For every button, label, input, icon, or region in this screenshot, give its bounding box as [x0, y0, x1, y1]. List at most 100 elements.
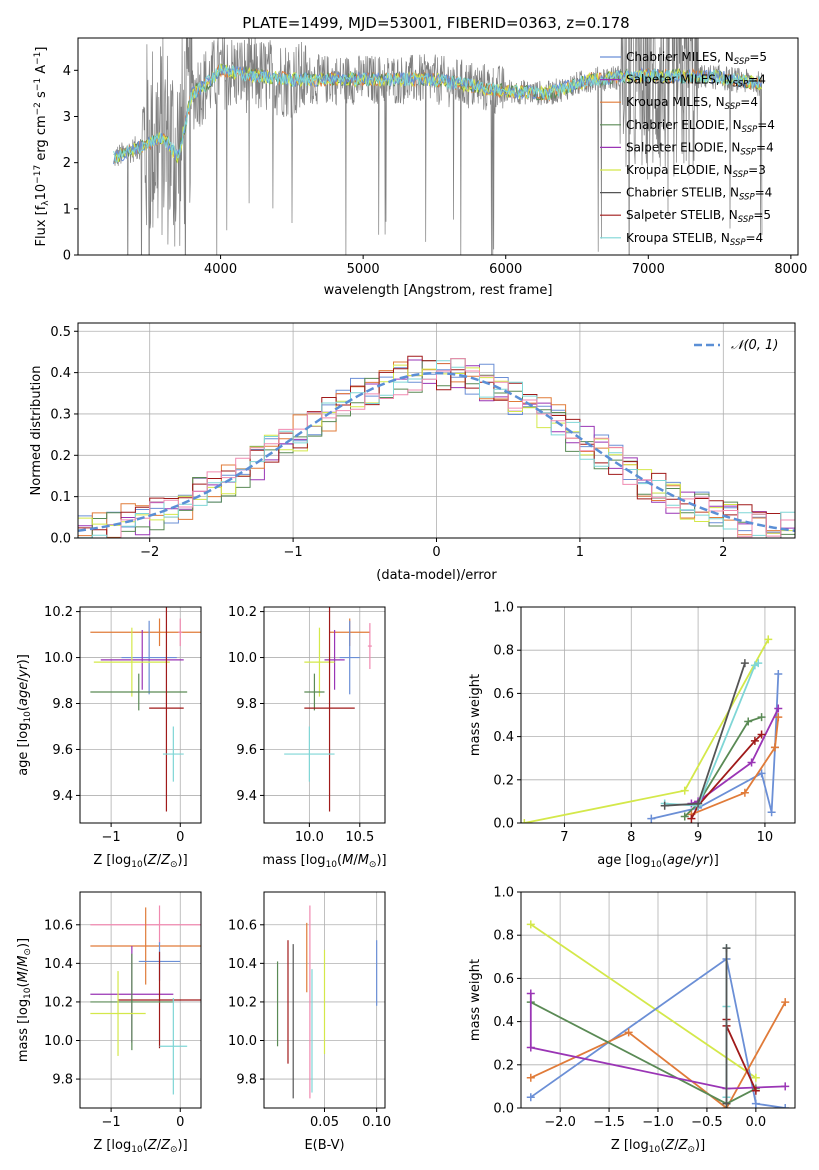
weight-marker [774, 704, 783, 713]
x-axis-label: (data-model)/error [376, 568, 497, 583]
age-vs-mass-panel: 10.0 10.5 9.4 9.6 9.8 10.0 10.2 mass [log10(M/M… [228, 605, 387, 870]
weight-marker [744, 717, 753, 726]
residual-histogram-panel: −2 −1 0 1 2 0.0 0.1 0.2 0.3 0.4 0.5 𝒩(0, 1) (data-mo… [29, 322, 796, 583]
x-tick-label: 1 [576, 545, 584, 560]
weight-marker [747, 758, 756, 767]
weight-series-line [691, 717, 780, 816]
y-tick-label: 0.2 [493, 773, 514, 788]
x-tick-label: 0.10 [362, 1115, 391, 1130]
y-tick-label: 0.0 [493, 1102, 514, 1117]
spectrum-lines [113, 38, 763, 255]
weight-marker [740, 788, 749, 797]
weight-series-line [690, 733, 763, 820]
x-tick-label: −2 [140, 545, 159, 560]
axes-frame [520, 606, 796, 824]
weight-series-line [691, 708, 780, 805]
weight-marker [680, 812, 689, 821]
weight-series-line [684, 716, 762, 818]
axes-frame [263, 891, 386, 1109]
error-bars [276, 905, 378, 1099]
y-tick-label: 9.4 [52, 789, 73, 804]
weight-series-line [664, 662, 746, 807]
y-tick-label: 3 [63, 110, 71, 125]
x-tick-label: −1 [102, 1115, 121, 1130]
x-tick-label: −1.0 [642, 1115, 674, 1130]
y-tick-label: 10.4 [228, 957, 257, 972]
weight-lines [521, 635, 783, 823]
y-axis-label: Flux [fλ10−17 erg cm−2 s−1 A−1] [33, 47, 51, 247]
y-axis-label: mass [log10(M/M⊙)] [16, 938, 33, 1062]
x-tick-label: 0 [176, 1115, 184, 1130]
y-tick-label: 10.2 [228, 605, 257, 620]
x-axis-label: mass [log10(M/M⊙)] [262, 853, 386, 870]
x-tick-label: −0.5 [691, 1115, 723, 1130]
histogram-step [78, 358, 795, 538]
y-tick-label: 10.6 [228, 918, 257, 933]
weight-marker [521, 819, 529, 823]
legend-label: Salpeter STELIB, NSSP=5 [626, 208, 771, 225]
y-tick-label: 1 [63, 202, 71, 217]
x-tick-label: 5000 [347, 262, 380, 277]
axes-frame [77, 37, 799, 256]
y-tick-label: 0 [63, 249, 71, 264]
y-tick-label: 0.4 [50, 366, 71, 381]
y-tick-label: 9.8 [52, 1073, 73, 1088]
weight-marker [781, 1104, 790, 1108]
axes-frame [79, 891, 202, 1109]
weight-marker [751, 1099, 760, 1108]
y-tick-label: 10.2 [44, 995, 73, 1010]
y-tick-label: 0.1 [50, 490, 71, 505]
x-tick-label: −1 [284, 545, 303, 560]
age-vs-metallicity-panel: −1 0 9.4 9.6 9.8 10.0 10.2 Z [log10(Z/Z⊙)] age [… [16, 605, 202, 870]
error-bars [90, 607, 201, 812]
axes-frame [263, 606, 386, 824]
y-tick-label: 10.0 [228, 1034, 257, 1049]
spectrum-panel: 4000 5000 6000 7000 8000 0 1 2 3 4 wavelength [Ang… [33, 37, 807, 298]
figure-title: PLATE=1499, MJD=53001, FIBERID=0363, z=0… [242, 14, 629, 32]
y-tick-label: 0.6 [493, 972, 514, 987]
weight-marker [754, 659, 763, 668]
x-tick-label: 0 [432, 545, 440, 560]
weight-marker [757, 769, 766, 778]
x-tick-label: 0.0 [746, 1115, 767, 1130]
weight-marker [647, 814, 656, 823]
weight-series-line [530, 923, 757, 1079]
weight-marker [757, 713, 766, 722]
weight-marker [722, 944, 731, 953]
y-axis-label: mass weight [468, 674, 483, 756]
weight-series-line [530, 1001, 786, 1108]
y-tick-label: 0.0 [493, 817, 514, 832]
weight-marker [526, 989, 535, 998]
weight-series-line [524, 638, 770, 823]
x-tick-label: 7 [560, 830, 568, 845]
mass-weight-vs-age-panel: 7 8 9 10 0.0 0.2 0.4 0.6 0.8 1.0 age [log10(age/yr… [468, 601, 796, 870]
y-tick-label: 9.6 [52, 743, 73, 758]
y-axis-label: age [log10(age/yr)] [16, 654, 33, 776]
x-axis-label: E(B-V) [304, 1138, 344, 1153]
legend-label: 𝒩(0, 1) [731, 338, 778, 353]
y-tick-label: 9.4 [236, 789, 257, 804]
y-tick-label: 2 [63, 156, 71, 171]
y-tick-label: 1.0 [493, 886, 514, 901]
y-tick-label: 10.2 [44, 605, 73, 620]
x-axis-label: Z [log10(Z/Z⊙)] [93, 1138, 187, 1155]
y-tick-label: 0.6 [493, 687, 514, 702]
x-tick-label: 2 [719, 545, 727, 560]
x-axis-label: age [log10(age/yr)] [597, 853, 719, 870]
weight-marker [526, 1043, 535, 1052]
y-tick-label: 10.0 [228, 651, 257, 666]
y-tick-label: 9.6 [236, 743, 257, 758]
axes-frame [77, 322, 796, 539]
x-tick-label: −1 [102, 830, 121, 845]
y-tick-label: 0.0 [50, 532, 71, 547]
legend-label: Salpeter MILES, NSSP=4 [626, 73, 766, 90]
x-tick-label: −2.0 [544, 1115, 576, 1130]
mass-vs-metallicity-panel: −1 0 9.8 10.0 10.2 10.4 10.6 Z [log10(Z/Z⊙)] mas… [16, 891, 202, 1155]
y-tick-label: 4 [63, 64, 71, 79]
y-tick-label: 0.8 [493, 644, 514, 659]
error-bars [284, 607, 372, 812]
x-axis-label: Z [log10(Z/Z⊙)] [93, 853, 187, 870]
spectrum-legend: Chabrier MILES, NSSP=5 Salpeter MILES, NS… [600, 50, 775, 248]
legend-label: Kroupa ELODIE, NSSP=3 [626, 163, 766, 180]
x-tick-label: 6000 [489, 262, 522, 277]
